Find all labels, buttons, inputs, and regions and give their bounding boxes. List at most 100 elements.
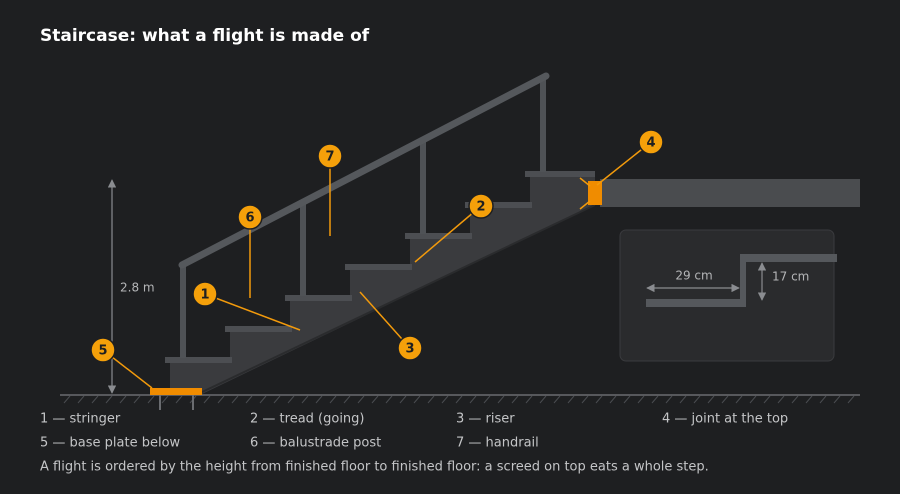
- callout-number: 5: [98, 344, 107, 359]
- hatch-mark: [343, 395, 351, 404]
- hatch-mark: [413, 395, 421, 404]
- hatch-mark: [595, 395, 603, 404]
- hatch-mark: [427, 395, 435, 404]
- hatch-mark: [581, 395, 589, 404]
- leader: [204, 293, 301, 331]
- height-label: 2.8 m: [120, 281, 155, 295]
- note: A flight is ordered by the height from f…: [40, 460, 709, 475]
- hatch-mark: [259, 395, 267, 404]
- hatch-mark: [763, 395, 771, 404]
- callout-number: 1: [200, 288, 209, 303]
- hatch-mark: [511, 395, 519, 404]
- hatch-mark: [469, 395, 477, 404]
- hatch-mark: [693, 395, 701, 404]
- hatch-mark: [609, 395, 617, 404]
- going-label: 29 cm: [675, 269, 712, 283]
- callout-number: 7: [325, 150, 334, 165]
- hatch-mark: [497, 395, 505, 404]
- hatch-mark: [287, 395, 295, 404]
- legend-item: 2 — tread (going): [250, 412, 365, 427]
- hatch-mark: [791, 395, 799, 404]
- hatch-mark: [749, 395, 757, 404]
- hatch-mark: [371, 395, 379, 404]
- base-plate: [150, 388, 202, 395]
- hatch-mark: [385, 395, 393, 404]
- hatch-mark: [525, 395, 533, 404]
- hatch-mark: [217, 395, 225, 404]
- hatch-mark: [553, 395, 561, 404]
- hatch-mark: [63, 395, 71, 404]
- floor-hatch: [63, 395, 855, 404]
- callout-badge: [237, 204, 263, 230]
- detail-box: [619, 229, 835, 362]
- legend: 1 — stringer 2 — tread (going) 3 — riser 4 …: [40, 412, 788, 451]
- callout-number: 6: [245, 211, 254, 226]
- tread: [525, 171, 595, 177]
- hatch-mark: [707, 395, 715, 404]
- stair-flight: [170, 176, 595, 395]
- hatch-mark: [483, 395, 491, 404]
- hatch-mark: [91, 395, 99, 404]
- callout-number: 3: [405, 342, 414, 357]
- hatch-mark: [119, 395, 127, 404]
- joint-mark: [579, 200, 591, 210]
- hatch-mark: [161, 395, 169, 404]
- hatch-mark: [203, 395, 211, 404]
- callout-badge: [192, 281, 218, 307]
- hatch-mark: [273, 395, 281, 404]
- handrail: [178, 72, 550, 269]
- hatch-mark: [399, 395, 407, 404]
- hatch-mark: [301, 395, 309, 404]
- hatch-mark: [637, 395, 645, 404]
- hatch-mark: [679, 395, 687, 404]
- hatch-mark: [245, 395, 253, 404]
- treads: [165, 171, 595, 363]
- tread: [465, 202, 532, 208]
- hatch-mark: [805, 395, 813, 404]
- callout-badge: [638, 129, 664, 155]
- title: Staircase: what a flight is made of: [40, 26, 370, 46]
- detail-tread: [740, 254, 837, 262]
- legend-item: 4 — joint at the top: [662, 412, 788, 427]
- legend-item: 6 — balustrade post: [250, 436, 381, 451]
- hatch-mark: [777, 395, 785, 404]
- hatch-mark: [77, 395, 85, 404]
- hatch-mark: [441, 395, 449, 404]
- joint: [588, 181, 602, 205]
- leader: [414, 205, 482, 263]
- callout-badge: [397, 335, 423, 361]
- hatch-mark: [735, 395, 743, 404]
- hatch-mark: [847, 395, 855, 404]
- hatch-mark: [231, 395, 239, 404]
- hatch-mark: [665, 395, 673, 404]
- hatch-mark: [105, 395, 113, 404]
- rise-label: 17 cm: [772, 270, 809, 284]
- legend-item: 1 — stringer: [40, 412, 121, 427]
- callout-badge: [317, 143, 343, 169]
- callout-badge: [468, 193, 494, 219]
- hatch-mark: [623, 395, 631, 404]
- hatch-mark: [539, 395, 547, 404]
- hatch-mark: [329, 395, 337, 404]
- callout-number: 2: [476, 200, 485, 215]
- hatch-mark: [651, 395, 659, 404]
- tread: [225, 326, 292, 332]
- detail-tread: [646, 299, 740, 307]
- hatch-mark: [175, 395, 183, 404]
- callout-badge: [90, 337, 116, 363]
- hatch-mark: [315, 395, 323, 404]
- hatch-mark: [147, 395, 155, 404]
- joint-mark: [579, 177, 591, 187]
- tread: [405, 233, 472, 239]
- detail-riser: [740, 254, 746, 307]
- landing-slab: [600, 179, 860, 207]
- callouts: 1 2 3 4 5 6 7: [90, 129, 664, 363]
- hatch-mark: [567, 395, 575, 404]
- tread: [345, 264, 412, 270]
- callout-number: 4: [646, 136, 655, 151]
- tread: [285, 295, 352, 301]
- hatch-mark: [455, 395, 463, 404]
- legend-item: 5 — base plate below: [40, 436, 181, 451]
- stringer-edge: [199, 204, 596, 394]
